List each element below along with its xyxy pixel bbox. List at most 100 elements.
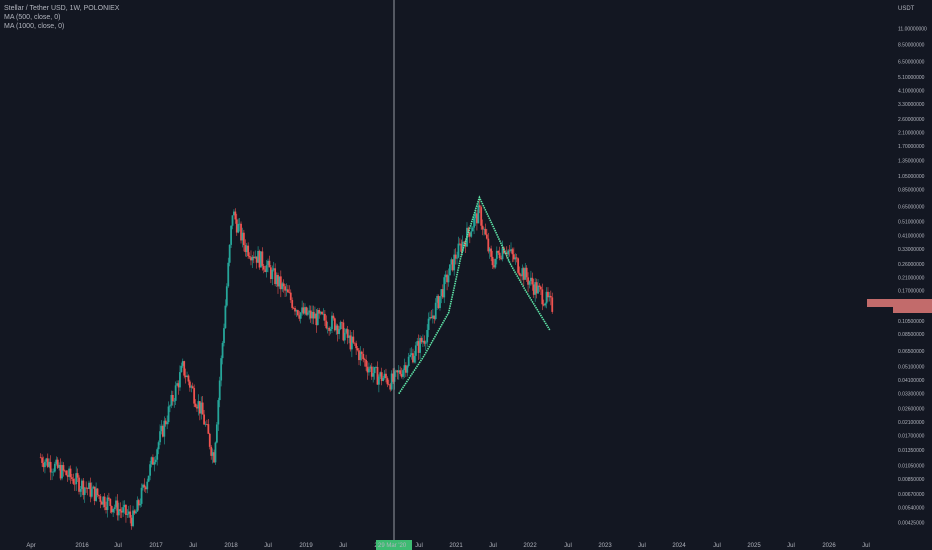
candle-body — [240, 223, 242, 241]
candle-body — [457, 243, 460, 258]
candle-body — [542, 304, 545, 306]
candle-body — [342, 322, 345, 341]
price-tick-label: 0.01350000 — [898, 448, 925, 454]
candle-body — [323, 313, 326, 321]
ma-500-line — [398, 195, 551, 395]
candle-body — [298, 315, 301, 319]
price-tick-label: 0.03300000 — [898, 392, 925, 398]
candle-body — [468, 232, 471, 237]
candle-body — [372, 373, 375, 377]
candle-body — [512, 254, 515, 260]
time-axis[interactable]: Apr2016Jul2017Jul2018Jul2019Jul2020Jul20… — [26, 543, 870, 549]
candle-body — [173, 400, 176, 402]
candle-body — [413, 355, 416, 363]
candle-body — [319, 311, 322, 314]
candle-body — [268, 260, 271, 268]
price-tick-label: 0.01050000 — [898, 464, 925, 470]
price-tick-label: 0.02600000 — [898, 407, 925, 413]
candle-body — [85, 487, 88, 489]
candle-body — [92, 486, 95, 489]
candle-body — [304, 307, 306, 314]
candle-body — [359, 351, 362, 361]
legend-symbol[interactable]: Stellar / Tether USD, 1W, POLONIEX — [4, 5, 120, 12]
candle-body — [395, 370, 397, 372]
price-axis[interactable]: 11.00000000 8.50000000 6.50000000 5.1000000… — [898, 27, 927, 527]
candle-body — [69, 468, 72, 478]
candle-body — [136, 500, 139, 512]
candle-body — [291, 300, 294, 308]
candle-body — [373, 367, 376, 374]
candle-body — [275, 274, 278, 285]
candle-body — [382, 377, 385, 381]
time-tick-label: 2024 — [672, 543, 686, 549]
candle-body — [251, 256, 254, 261]
candle-body — [369, 366, 372, 369]
candle-body — [187, 375, 190, 382]
candle-body — [458, 243, 461, 245]
candle-body — [75, 473, 78, 485]
candle-body — [247, 245, 250, 257]
candle-body — [107, 497, 110, 499]
candle-body — [265, 265, 268, 272]
candle-body — [493, 265, 495, 268]
candle-body — [262, 265, 265, 270]
candle-body — [315, 313, 318, 326]
candle-body — [62, 465, 65, 471]
candle-body — [125, 504, 127, 515]
candle-body — [58, 464, 61, 468]
candle-body — [338, 329, 340, 334]
price-tick-label: 8.50000000 — [898, 43, 925, 49]
legend-ma-1000[interactable]: MA (1000, close, 0) — [4, 23, 65, 30]
candle-body — [539, 286, 542, 290]
candle-body — [436, 295, 439, 303]
candle-body — [51, 471, 53, 473]
price-tick-label: 0.17000000 — [898, 289, 925, 295]
candle-body — [160, 425, 163, 432]
candle-body — [156, 449, 159, 460]
candle-body — [538, 285, 541, 287]
candle-body — [197, 401, 200, 409]
candle-body — [449, 264, 451, 276]
price-tick-label: 1.35000000 — [898, 158, 925, 164]
candle-body — [360, 351, 363, 354]
candle-body — [331, 315, 333, 330]
candle-body — [423, 340, 426, 344]
candle-body — [287, 289, 289, 293]
price-tick-label: 3.30000000 — [898, 102, 925, 108]
price-tick-label: 0.26000000 — [898, 262, 925, 268]
candle-body — [352, 336, 355, 343]
candle-body — [350, 336, 353, 350]
candle-body — [410, 353, 413, 355]
candle-body — [100, 501, 103, 505]
candle-body — [446, 274, 448, 283]
candle-body — [285, 289, 288, 291]
time-tick-label: 2021 — [449, 543, 463, 549]
candle-body — [213, 452, 215, 463]
candle-body — [257, 250, 259, 263]
current-price-marker — [867, 299, 932, 313]
candle-body — [505, 252, 508, 255]
candle-body — [117, 509, 120, 516]
candle-body — [201, 402, 204, 415]
time-tick-label: 2023 — [598, 543, 612, 549]
time-tick-label: Jul — [713, 543, 721, 549]
candle-body — [349, 335, 352, 350]
candle-body — [109, 498, 112, 507]
candle-body — [242, 232, 245, 246]
candle-body — [278, 276, 281, 287]
candle-body — [90, 488, 93, 497]
candle-body — [157, 442, 160, 450]
candle-body — [149, 464, 151, 476]
candle-body — [200, 402, 203, 414]
candle-body — [102, 496, 105, 505]
time-tick-label: Jul — [264, 543, 272, 549]
candle-body — [389, 384, 392, 390]
legend-ma-500[interactable]: MA (500, close, 0) — [4, 14, 61, 21]
price-axis-unit: USDT — [898, 6, 915, 12]
price-tick-label: 1.70000000 — [898, 144, 925, 150]
candle-body — [376, 367, 379, 385]
candle-body — [396, 370, 399, 373]
price-tick-label: 0.01700000 — [898, 433, 925, 439]
candle-body — [473, 218, 475, 228]
